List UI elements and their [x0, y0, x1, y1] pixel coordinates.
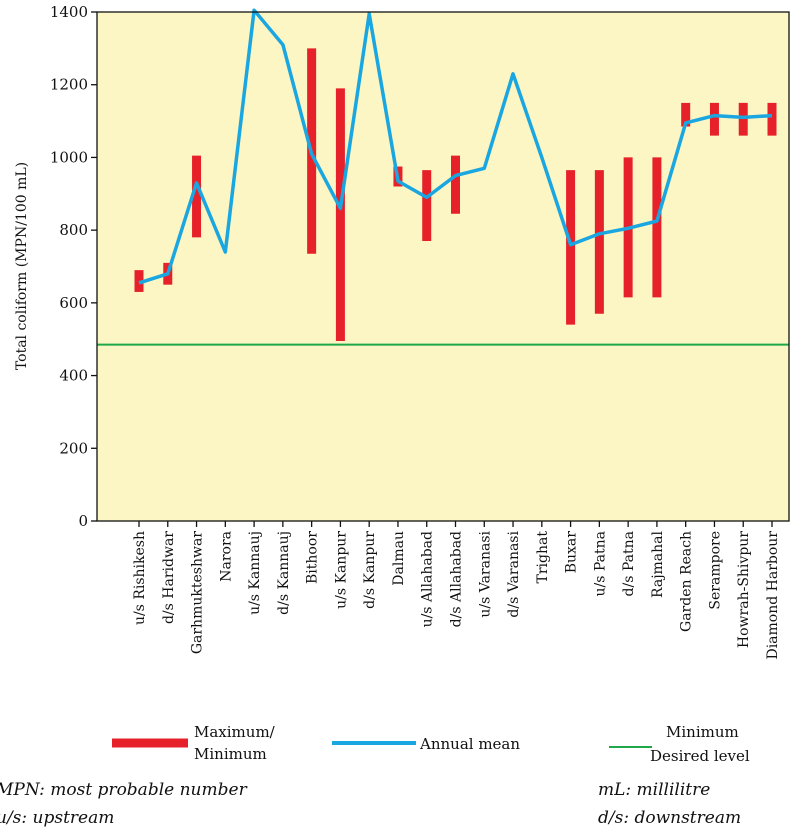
- category-label-20: Serampore: [707, 531, 723, 610]
- category-label-2: Garhmukteshwar: [190, 531, 206, 654]
- category-label-18: Rajmahal: [650, 530, 666, 598]
- category-label-8: d/s Kanpur: [362, 531, 378, 609]
- category-label-9: Dalmau: [391, 531, 407, 586]
- category-label-10: u/s Allahabad: [420, 531, 436, 627]
- legend-label-range-2: Minimum: [194, 745, 267, 763]
- category-label-21: Howrah-Shivpur: [736, 531, 752, 648]
- category-label-19: Garden Reach: [679, 531, 695, 632]
- category-label-11: d/s Allahabad: [449, 531, 465, 627]
- category-label-6: Bithoor: [305, 531, 321, 584]
- category-label-15: Buxar: [564, 531, 580, 574]
- y-tick-label-200: 200: [59, 439, 88, 457]
- category-label-14: Trighat: [535, 531, 551, 584]
- y-tick-label-1200: 1200: [50, 76, 88, 94]
- legend-label-range-1: Maximum/: [194, 723, 276, 741]
- legend: Maximum/Minimum Annual mean Minimum Desired…: [112, 723, 750, 765]
- category-label-16: u/s Patna: [592, 531, 608, 597]
- y-tick-label-1400: 1400: [50, 3, 88, 21]
- y-axis-label: Total coliform (MPN/100 mL): [14, 162, 30, 370]
- note-mpn: MPN: most probable number: [0, 780, 247, 800]
- category-label-13: d/s Varanasi: [506, 530, 522, 617]
- category-label-1: d/s Haridwar: [161, 531, 177, 624]
- legend-label-minimum-1: Minimum: [666, 723, 739, 741]
- category-label-3: Narora: [218, 531, 234, 582]
- y-tick-label-1000: 1000: [50, 148, 88, 166]
- category-label-4: u/s Kannauj: [247, 531, 263, 615]
- y-tick-label-400: 400: [59, 367, 88, 385]
- category-label-17: d/s Patna: [621, 531, 637, 596]
- y-tick-label-600: 600: [59, 294, 88, 312]
- category-label-12: u/s Varanasi: [477, 530, 493, 617]
- legend-label-minimum-2: Desired level: [650, 747, 750, 765]
- note-millilitre: mL: millilitre: [598, 780, 711, 800]
- legend-label-mean: Annual mean: [419, 735, 520, 753]
- category-label-5: d/s Kannauj: [276, 531, 292, 615]
- y-tick-label-0: 0: [78, 512, 88, 530]
- category-label-0: u/s Rishikesh: [132, 531, 148, 625]
- plot-frame: [96, 11, 790, 522]
- plot-area: [97, 12, 789, 521]
- category-label-22: Diamond Harbour: [765, 531, 781, 660]
- note-downstream: d/s: downstream: [598, 808, 742, 828]
- category-label-7: u/s Kanpur: [333, 531, 349, 609]
- y-tick-label-800: 800: [59, 221, 88, 239]
- note-upstream: u/s: upstream: [0, 808, 115, 828]
